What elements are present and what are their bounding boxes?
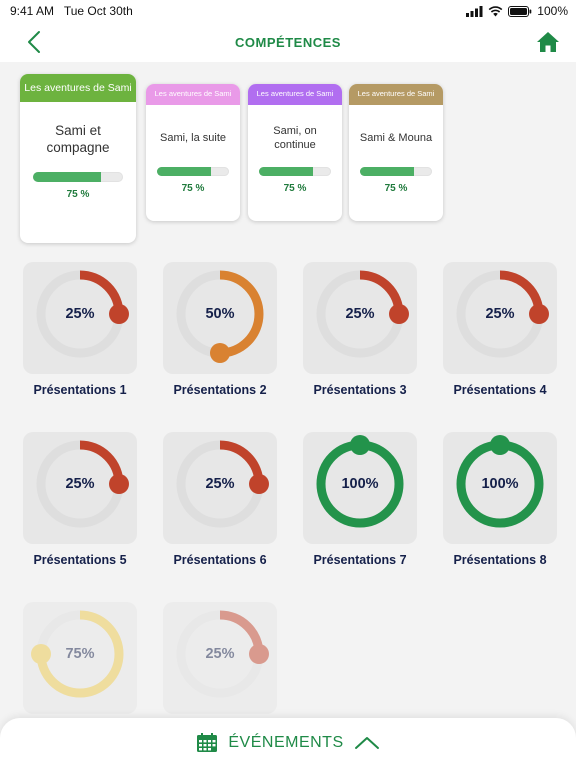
home-icon bbox=[537, 32, 559, 52]
home-button[interactable] bbox=[534, 28, 562, 56]
skill-percent: 100% bbox=[481, 476, 519, 492]
book-title: Sami & Mouna bbox=[359, 132, 433, 145]
skill-tile-7[interactable]: 100% bbox=[303, 432, 417, 544]
ring-progress-knob bbox=[31, 644, 51, 664]
ring-progress-knob bbox=[210, 343, 230, 363]
ring-progress-knob bbox=[350, 435, 370, 455]
skill-tile-9[interactable]: 75% bbox=[23, 602, 137, 714]
book-progress-bar bbox=[259, 167, 331, 176]
skill-percent: 75% bbox=[65, 646, 95, 662]
skill-label: Présentations 8 bbox=[453, 553, 547, 567]
events-panel-toggle[interactable]: ÉVÉNEMENTS bbox=[0, 718, 576, 768]
skill-label: Présentations 5 bbox=[33, 553, 127, 567]
skill-label: Présentations 7 bbox=[313, 553, 407, 567]
nav-bar: COMPÉTENCES bbox=[0, 22, 576, 62]
back-button[interactable] bbox=[20, 28, 48, 56]
book-title: Sami et compagne bbox=[46, 123, 110, 155]
book-series-label: Les aventures de Sami bbox=[248, 84, 342, 105]
book-series-label: Les aventures de Sami bbox=[349, 84, 443, 105]
ring-progress-arc bbox=[219, 270, 264, 358]
ring-progress-knob bbox=[109, 304, 129, 324]
book-progress-bar bbox=[360, 167, 432, 176]
skill-tile-10[interactable]: 25% bbox=[163, 602, 277, 714]
book-card-1[interactable]: Les aventures de Sami Sami et compagne 7… bbox=[20, 74, 136, 243]
skill-percent: 25% bbox=[485, 306, 515, 322]
ring-progress-knob bbox=[389, 304, 409, 324]
progress-ring bbox=[31, 610, 124, 698]
progress-ring bbox=[176, 610, 269, 698]
book-progress-percent: 75 % bbox=[283, 183, 307, 194]
book-title: Sami, on continue bbox=[273, 125, 317, 151]
ring-progress-knob bbox=[109, 474, 129, 494]
book-progress-bar bbox=[157, 167, 229, 176]
skill-percent: 100% bbox=[341, 476, 379, 492]
book-progress-percent: 75 % bbox=[384, 183, 408, 194]
ring-progress-knob bbox=[529, 304, 549, 324]
ring-progress-knob bbox=[490, 435, 510, 455]
status-time: 9:41 AM bbox=[10, 4, 55, 18]
skill-label: Présentations 6 bbox=[173, 553, 267, 567]
skill-percent: 25% bbox=[65, 476, 95, 492]
skill-label: Présentations 4 bbox=[453, 383, 547, 397]
status-date: Tue Oct 30th bbox=[63, 4, 133, 18]
skill-percent: 25% bbox=[345, 306, 375, 322]
ring-progress-knob bbox=[249, 644, 269, 664]
progress-ring bbox=[316, 270, 409, 358]
skill-label: Présentations 1 bbox=[33, 383, 127, 397]
book-progress-percent: 75 % bbox=[66, 189, 90, 200]
ring-progress-arc bbox=[36, 610, 124, 698]
book-progress-bar bbox=[33, 172, 123, 182]
skill-tile-1[interactable]: 25% bbox=[23, 262, 137, 374]
progress-ring bbox=[456, 270, 549, 358]
skill-tile-5[interactable]: 25% bbox=[23, 432, 137, 544]
skill-percent: 25% bbox=[65, 306, 95, 322]
page-title: COMPÉTENCES bbox=[235, 34, 341, 50]
book-series-label: Les aventures de Sami bbox=[20, 74, 136, 102]
progress-ring bbox=[176, 270, 264, 363]
progress-ring bbox=[36, 440, 129, 528]
book-progress-percent: 75 % bbox=[181, 183, 205, 194]
signal-icon bbox=[466, 5, 483, 17]
chevron-up-icon bbox=[354, 737, 379, 749]
status-bar: 9:41 AM Tue Oct 30th 100% bbox=[0, 0, 576, 22]
skill-tile-4[interactable]: 25% bbox=[443, 262, 557, 374]
wifi-icon bbox=[488, 5, 503, 16]
progress-ring bbox=[456, 435, 544, 528]
book-card-2[interactable]: Les aventures de Sami Sami, la suite 75 … bbox=[146, 84, 240, 221]
calendar-icon bbox=[197, 733, 218, 752]
battery-percent: 100% bbox=[537, 4, 568, 18]
skill-tile-2[interactable]: 50% bbox=[163, 262, 277, 374]
battery-icon bbox=[508, 5, 532, 17]
book-card-3[interactable]: Les aventures de Sami Sami, on continue … bbox=[248, 84, 342, 221]
progress-ring bbox=[176, 440, 269, 528]
ring-progress-knob bbox=[249, 474, 269, 494]
book-title: Sami, la suite bbox=[159, 132, 227, 145]
skill-percent: 25% bbox=[205, 476, 235, 492]
progress-ring bbox=[316, 435, 404, 528]
skill-tile-6[interactable]: 25% bbox=[163, 432, 277, 544]
skill-label: Présentations 2 bbox=[173, 383, 267, 397]
skill-tile-3[interactable]: 25% bbox=[303, 262, 417, 374]
progress-ring bbox=[36, 270, 129, 358]
events-label: ÉVÉNEMENTS bbox=[228, 734, 344, 751]
skill-label: Présentations 3 bbox=[313, 383, 407, 397]
skill-tile-8[interactable]: 100% bbox=[443, 432, 557, 544]
skill-percent: 50% bbox=[205, 306, 235, 322]
chevron-left-icon bbox=[28, 31, 40, 53]
book-card-4[interactable]: Les aventures de Sami Sami & Mouna 75 % bbox=[349, 84, 443, 221]
book-series-label: Les aventures de Sami bbox=[146, 84, 240, 105]
skill-percent: 25% bbox=[205, 646, 235, 662]
